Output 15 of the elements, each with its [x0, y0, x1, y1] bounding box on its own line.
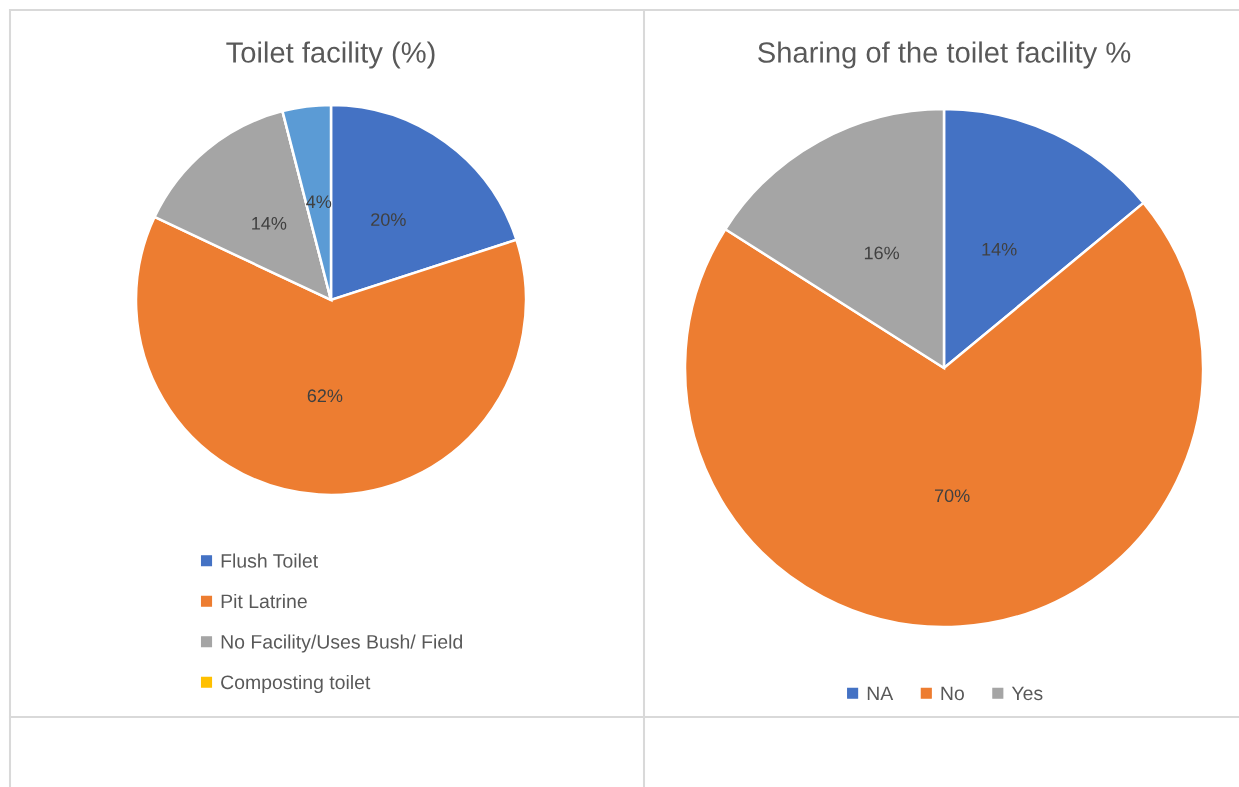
legend-label: Yes	[1011, 686, 1043, 701]
legend-label: Pit Latrine	[221, 593, 307, 609]
data-label: 14%	[982, 242, 1017, 256]
data-label: 70%	[934, 489, 970, 503]
data-label: 14%	[252, 217, 287, 230]
data-label: 62%	[307, 389, 343, 403]
legend-label: No Facility/Uses Bush/ Field	[221, 634, 463, 653]
data-label: 16%	[864, 246, 900, 260]
data-label: 20%	[371, 213, 406, 226]
legend-label: Flush Toilet	[221, 553, 318, 568]
legend-label: NA	[867, 686, 894, 701]
chart-title: Toilet facility (%)	[226, 41, 435, 69]
chart-title: Sharing of the toilet facility %	[758, 41, 1131, 69]
legend-label: Composting toilet	[221, 674, 371, 694]
legend-label: No	[941, 686, 964, 701]
